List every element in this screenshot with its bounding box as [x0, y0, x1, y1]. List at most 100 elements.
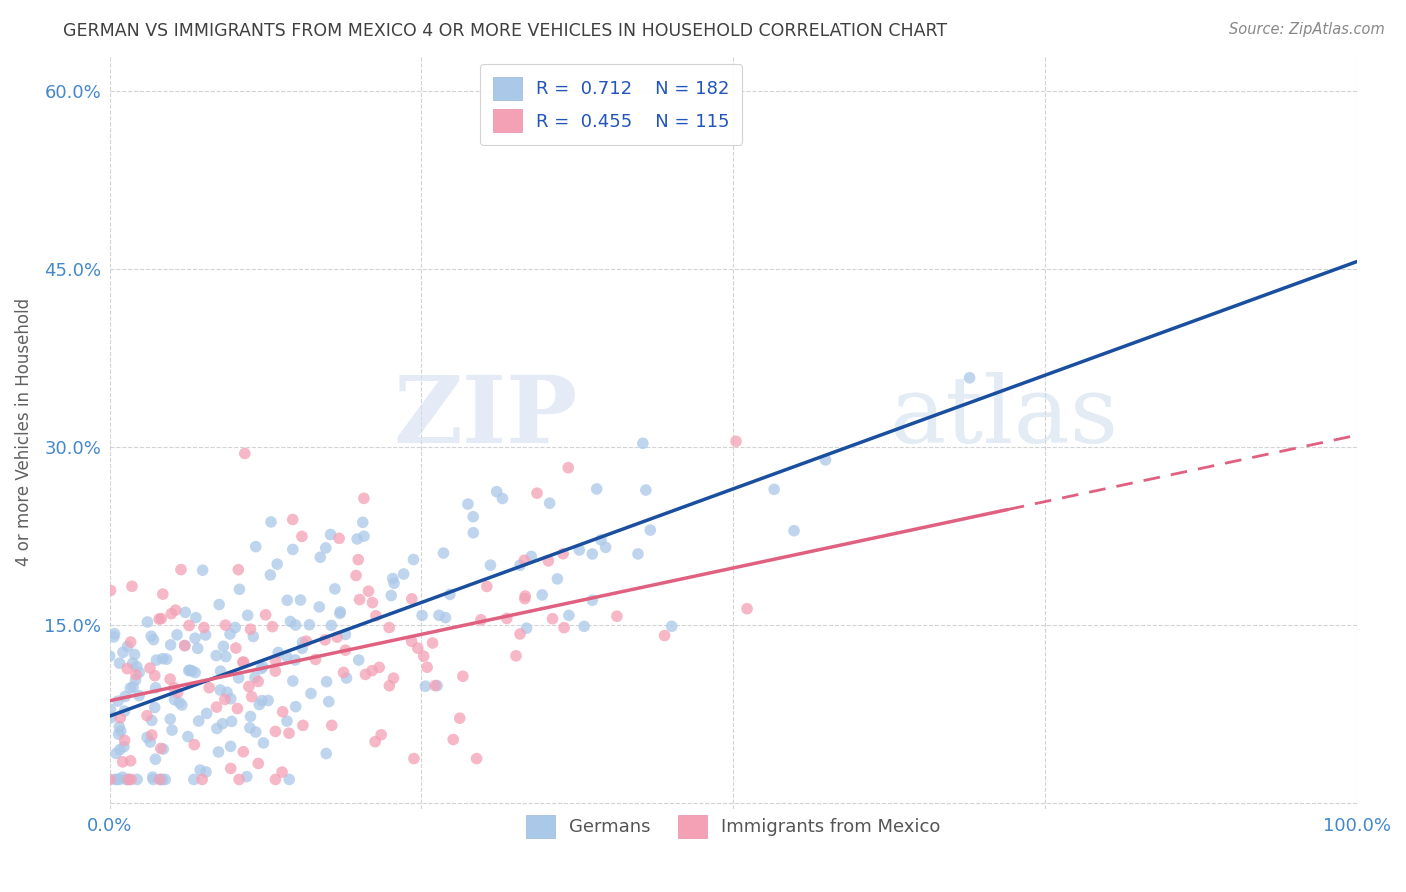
Point: [191, 772, 214, 787]
Point: [145, 681, 167, 695]
Point: [117, 662, 139, 676]
Point: [553, 547, 575, 561]
Point: [98, 648, 121, 663]
Point: [170, 698, 193, 712]
Point: [120, 635, 142, 649]
Point: [111, 755, 134, 769]
Point: [281, 673, 304, 688]
Point: [319, 527, 342, 541]
Point: [516, 621, 538, 635]
Point: [347, 552, 370, 566]
Point: [254, 607, 277, 622]
Text: GERMAN VS IMMIGRANTS FROM MEXICO 4 OR MORE VEHICLES IN HOUSEHOLD CORRELATION CHA: GERMAN VS IMMIGRANTS FROM MEXICO 4 OR MO…: [63, 22, 948, 40]
Point: [127, 772, 149, 787]
Point: [260, 515, 283, 529]
Point: [128, 689, 150, 703]
Point: [401, 634, 423, 648]
Point: [520, 549, 543, 564]
Point: [364, 608, 387, 623]
Point: [177, 664, 200, 678]
Point: [128, 665, 150, 680]
Point: [606, 609, 628, 624]
Point: [423, 679, 446, 693]
Point: [100, 583, 122, 598]
Point: [155, 772, 177, 787]
Point: [215, 685, 238, 699]
Point: [346, 532, 368, 546]
Point: [142, 772, 165, 787]
Point: [148, 612, 170, 626]
Point: [238, 680, 260, 694]
Point: [315, 674, 337, 689]
Point: [308, 599, 330, 614]
Point: [243, 670, 266, 684]
Text: atlas: atlas: [889, 372, 1118, 462]
Point: [108, 742, 131, 756]
Point: [124, 648, 146, 662]
Point: [505, 648, 527, 663]
Point: [724, 434, 747, 449]
Point: [814, 453, 837, 467]
Point: [271, 765, 294, 780]
Point: [174, 639, 197, 653]
Point: [219, 691, 242, 706]
Point: [558, 608, 581, 623]
Point: [357, 584, 380, 599]
Point: [105, 772, 128, 787]
Point: [280, 615, 302, 629]
Point: [291, 718, 314, 732]
Point: [225, 641, 247, 656]
Point: [513, 553, 536, 567]
Point: [145, 752, 167, 766]
Point: [416, 660, 439, 674]
Point: [479, 558, 502, 573]
Point: [380, 589, 402, 603]
Point: [959, 371, 981, 385]
Point: [763, 483, 786, 497]
Point: [149, 772, 172, 787]
Point: [224, 621, 246, 635]
Point: [631, 436, 654, 450]
Point: [103, 630, 125, 644]
Point: [553, 621, 575, 635]
Point: [262, 619, 284, 633]
Point: [509, 558, 531, 573]
Point: [259, 568, 281, 582]
Point: [108, 656, 131, 670]
Point: [381, 572, 404, 586]
Point: [117, 640, 139, 654]
Point: [141, 629, 163, 643]
Point: [247, 674, 270, 689]
Point: [100, 710, 122, 724]
Point: [152, 651, 174, 665]
Point: [426, 679, 449, 693]
Point: [252, 660, 274, 674]
Point: [298, 617, 321, 632]
Point: [392, 567, 415, 582]
Point: [247, 756, 270, 771]
Point: [232, 655, 254, 669]
Point: [318, 695, 340, 709]
Point: [160, 607, 183, 621]
Point: [184, 631, 207, 645]
Point: [595, 541, 617, 555]
Point: [291, 641, 314, 656]
Point: [236, 608, 259, 623]
Point: [187, 641, 209, 656]
Point: [108, 772, 131, 787]
Point: [661, 619, 683, 633]
Point: [228, 671, 250, 685]
Point: [264, 653, 287, 667]
Point: [509, 627, 531, 641]
Point: [589, 533, 612, 547]
Point: [314, 632, 336, 647]
Point: [335, 671, 357, 685]
Point: [427, 608, 450, 623]
Point: [104, 772, 127, 787]
Point: [335, 627, 357, 641]
Point: [441, 732, 464, 747]
Point: [239, 721, 262, 735]
Point: [114, 690, 136, 704]
Point: [145, 653, 167, 667]
Point: [114, 733, 136, 747]
